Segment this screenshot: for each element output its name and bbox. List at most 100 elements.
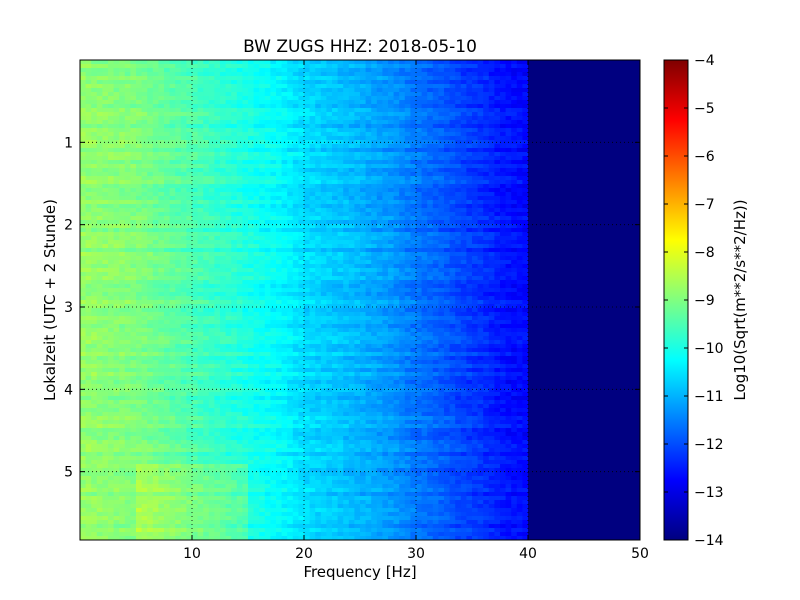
heatmap-cell <box>634 216 640 221</box>
heatmap-cell <box>264 144 271 149</box>
heatmap-cell <box>309 232 316 237</box>
heatmap-cell <box>80 132 87 137</box>
heatmap-cell <box>494 124 501 129</box>
heatmap-cell <box>169 88 176 93</box>
heatmap-cell <box>628 200 635 205</box>
heatmap-cell <box>281 152 288 157</box>
heatmap-cell <box>584 76 591 81</box>
heatmap-cell <box>164 216 171 221</box>
heatmap-cell <box>600 148 607 153</box>
heatmap-cell <box>91 180 98 185</box>
heatmap-cell <box>102 224 109 229</box>
heatmap-cell <box>449 184 456 189</box>
heatmap-cell <box>500 116 507 121</box>
heatmap-cell <box>483 76 490 81</box>
heatmap-cell <box>544 120 551 125</box>
heatmap-cell <box>516 256 523 261</box>
heatmap-cell <box>550 80 557 85</box>
heatmap-cell <box>130 172 137 177</box>
heatmap-cell <box>113 84 120 89</box>
heatmap-cell <box>208 252 215 257</box>
heatmap-cell <box>259 92 266 97</box>
heatmap-cell <box>516 104 523 109</box>
heatmap-cell <box>460 72 467 77</box>
heatmap-cell <box>91 208 98 213</box>
heatmap-cell <box>141 136 148 141</box>
heatmap-cell <box>259 184 266 189</box>
heatmap-cell <box>617 68 624 73</box>
heatmap-cell <box>522 80 529 85</box>
heatmap-cell <box>186 220 193 225</box>
heatmap-cell <box>281 116 288 121</box>
heatmap-cell <box>427 220 434 225</box>
heatmap-cell <box>617 72 624 77</box>
heatmap-cell <box>287 136 294 141</box>
heatmap-cell <box>488 120 495 125</box>
heatmap-cell <box>466 240 473 245</box>
heatmap-cell <box>259 252 266 257</box>
heatmap-cell <box>320 192 327 197</box>
heatmap-cell <box>175 112 182 117</box>
heatmap-cell <box>186 188 193 193</box>
heatmap-cell <box>600 76 607 81</box>
heatmap-cell <box>365 256 372 261</box>
heatmap-cell <box>455 80 462 85</box>
heatmap-cell <box>623 80 630 85</box>
heatmap-cell <box>80 168 87 173</box>
heatmap-cell <box>164 88 171 93</box>
heatmap-cell <box>180 172 187 177</box>
heatmap-cell <box>421 208 428 213</box>
heatmap-cell <box>152 68 159 73</box>
heatmap-cell <box>343 136 350 141</box>
heatmap-cell <box>164 240 171 245</box>
heatmap-cell <box>180 220 187 225</box>
heatmap-cell <box>539 216 546 221</box>
heatmap-cell <box>158 232 165 237</box>
heatmap-cell <box>494 208 501 213</box>
heatmap-cell <box>192 132 199 137</box>
heatmap-cell <box>130 76 137 81</box>
heatmap-cell <box>164 124 171 129</box>
heatmap-cell <box>225 180 232 185</box>
heatmap-cell <box>376 164 383 169</box>
heatmap-cell <box>595 72 602 77</box>
heatmap-cell <box>544 160 551 165</box>
heatmap-cell <box>292 76 299 81</box>
heatmap-cell <box>304 188 311 193</box>
heatmap-cell <box>477 76 484 81</box>
heatmap-cell <box>108 232 115 237</box>
heatmap-cell <box>494 136 501 141</box>
heatmap-cell <box>214 96 221 101</box>
heatmap-cell <box>248 204 255 209</box>
heatmap-cell <box>292 64 299 69</box>
heatmap-cell <box>533 220 540 225</box>
heatmap-cell <box>393 216 400 221</box>
heatmap-cell <box>337 176 344 181</box>
heatmap-cell <box>164 248 171 253</box>
heatmap-cell <box>208 200 215 205</box>
heatmap-cell <box>533 172 540 177</box>
heatmap-cell <box>231 164 238 169</box>
heatmap-cell <box>360 140 367 145</box>
heatmap-cell <box>628 64 635 69</box>
heatmap-cell <box>371 132 378 137</box>
heatmap-cell <box>477 168 484 173</box>
heatmap-cell <box>108 76 115 81</box>
heatmap-cell <box>102 132 109 137</box>
heatmap-cell <box>427 168 434 173</box>
heatmap-cell <box>550 136 557 141</box>
heatmap-cell <box>628 196 635 201</box>
heatmap-cell <box>511 184 518 189</box>
heatmap-cell <box>192 116 199 121</box>
heatmap-cell <box>556 160 563 165</box>
heatmap-cell <box>158 248 165 253</box>
heatmap-cell <box>192 164 199 169</box>
heatmap-cell <box>539 156 546 161</box>
heatmap-cell <box>595 244 602 249</box>
heatmap-cell <box>444 224 451 229</box>
heatmap-cell <box>343 80 350 85</box>
heatmap-cell <box>136 236 143 241</box>
heatmap-cell <box>550 140 557 145</box>
heatmap-cell <box>248 152 255 157</box>
heatmap-cell <box>192 244 199 249</box>
